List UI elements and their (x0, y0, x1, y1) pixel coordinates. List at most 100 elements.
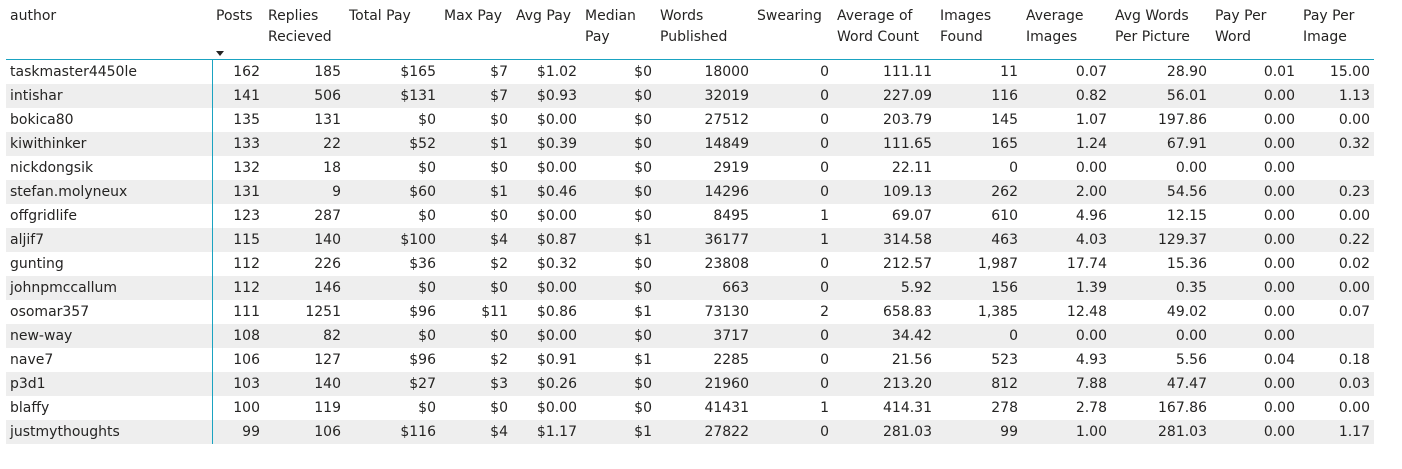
column-header-label: Replies Recieved (268, 8, 332, 45)
cell-max-pay: $4 (440, 420, 512, 444)
cell-replies: 22 (264, 132, 345, 156)
cell-swearing: 0 (753, 180, 833, 204)
cell-replies: 287 (314, 208, 341, 224)
sort-descending-icon[interactable] (216, 51, 224, 56)
column-header-total-pay[interactable]: Total Pay (345, 6, 440, 60)
cell-replies: 506 (264, 84, 345, 108)
cell-median-pay: $0 (581, 276, 656, 300)
table-row[interactable]: justmythoughts 99 106 $116 $4 $1.17 $1 27822 0 28… (6, 420, 1374, 444)
column-header-pay-per-image[interactable]: Pay Per Image (1299, 6, 1374, 60)
cell-words-published: 2285 (713, 352, 749, 368)
cell-avg-words-per-picture: 129.37 (1111, 228, 1211, 252)
table-row[interactable]: taskmaster4450le 162 185 $165 $7 $1.02 $0 18000… (6, 59, 1374, 84)
cell-posts: 135 (233, 112, 260, 128)
table-body: taskmaster4450le 162 185 $165 $7 $1.02 $0 18000… (6, 59, 1374, 444)
cell-pay-per-image: 1.17 (1299, 420, 1374, 444)
column-header-average-images[interactable]: Average Images (1022, 6, 1111, 60)
cell-words-published: 2919 (713, 160, 749, 176)
cell-median-pay: $0 (634, 64, 652, 80)
column-header-words-published[interactable]: Words Published (656, 6, 753, 60)
cell-total-pay: $0 (418, 112, 436, 128)
cell-max-pay: $0 (490, 160, 508, 176)
column-header-label: Average Images (1026, 8, 1084, 45)
cell-total-pay: $0 (345, 276, 440, 300)
cell-max-pay: $7 (440, 84, 512, 108)
cell-median-pay: $0 (634, 256, 652, 272)
cell-avg-word-count: 213.20 (833, 372, 936, 396)
table-row[interactable]: offgridlife 123 287 $0 $0 $0.00 $0 8495 1 69.07 61… (6, 204, 1374, 228)
cell-swearing: 0 (820, 256, 829, 272)
cell-total-pay: $52 (345, 132, 440, 156)
table-row[interactable]: nickdongsik 132 18 $0 $0 $0.00 $0 2919 0 22.11 0 0.… (6, 156, 1374, 180)
cell-max-pay: $0 (440, 324, 512, 348)
cell-images-found: 0 (1009, 160, 1018, 176)
cell-pay-per-image: 0.22 (1299, 228, 1374, 252)
cell-posts: 132 (233, 160, 260, 176)
cell-pay-per-word: 0.00 (1263, 400, 1295, 416)
column-header-label: Words Published (660, 8, 728, 45)
cell-replies: 131 (314, 112, 341, 128)
cell-avg-words-per-picture: 0.00 (1111, 324, 1211, 348)
table-row[interactable]: kiwithinker 133 22 $52 $1 $0.39 $0 14849 0 111.65… (6, 132, 1374, 156)
cell-posts: 112 (212, 276, 264, 300)
cell-avg-word-count: 111.11 (883, 64, 932, 80)
cell-images-found: 812 (936, 372, 1022, 396)
cell-author: nave7 (6, 348, 213, 372)
cell-images-found: 1,385 (977, 304, 1018, 320)
column-header-author[interactable]: author (6, 6, 212, 60)
cell-median-pay: $0 (581, 180, 656, 204)
cell-swearing: 0 (820, 160, 829, 176)
column-header-avg-words-per-picture[interactable]: Avg Words Per Picture (1111, 6, 1211, 60)
cell-avg-words-per-picture: 47.47 (1111, 372, 1211, 396)
cell-avg-words-per-picture: 56.01 (1111, 84, 1211, 108)
cell-avg-images: 4.03 (1022, 228, 1111, 252)
column-header-pay-per-word[interactable]: Pay Per Word (1211, 6, 1299, 60)
cell-max-pay: $0 (490, 208, 508, 224)
cell-avg-images: 2.78 (1075, 400, 1107, 416)
cell-pay-per-image: 0.23 (1299, 180, 1374, 204)
table-row[interactable]: new-way 108 82 $0 $0 $0.00 $0 3717 0 34.42 0 0.00 0.… (6, 324, 1374, 348)
cell-avg-images: 2.00 (1022, 180, 1111, 204)
column-header-images-found[interactable]: Images Found (936, 6, 1022, 60)
cell-author: bokica80 (6, 108, 213, 132)
cell-images-found: 165 (936, 132, 1022, 156)
column-header-swearing[interactable]: Swearing (753, 6, 833, 60)
cell-swearing: 0 (753, 324, 833, 348)
column-header-max-pay[interactable]: Max Pay (440, 6, 512, 60)
cell-avg-images: 1.07 (1075, 112, 1107, 128)
cell-avg-images: 1.39 (1022, 276, 1111, 300)
table-row[interactable]: stefan.molyneux 131 9 $60 $1 $0.46 $0 14296 0 109… (6, 180, 1374, 204)
cell-author: justmythoughts (6, 420, 213, 444)
cell-avg-word-count: 21.56 (891, 352, 932, 368)
table-row[interactable]: bokica80 135 131 $0 $0 $0.00 $0 27512 0 203.79 145… (6, 108, 1374, 132)
cell-avg-pay: $0.86 (536, 304, 577, 320)
column-header-average-of-word-count[interactable]: Average of Word Count (833, 6, 936, 60)
cell-author: kiwithinker (6, 132, 213, 156)
cell-pay-per-word: 0.00 (1211, 180, 1299, 204)
table-row[interactable]: gunting 112 226 $36 $2 $0.32 $0 23808 0 212.57 1,9… (6, 252, 1374, 276)
table-row[interactable]: osomar357 111 1251 $96 $11 $0.86 $1 73130 2 658.8… (6, 300, 1374, 324)
cell-avg-pay: $0.00 (536, 208, 577, 224)
table-row[interactable]: intishar 141 506 $131 $7 $0.93 $0 32019 0 227.09 1… (6, 84, 1374, 108)
table-row[interactable]: p3d1 103 140 $27 $3 $0.26 $0 21960 0 213.20 812 7.8… (6, 372, 1374, 396)
table-row[interactable]: johnpmccallum 112 146 $0 $0 $0.00 $0 663 0 5.92 15… (6, 276, 1374, 300)
cell-words-published: 41431 (704, 400, 749, 416)
column-header-median-pay[interactable]: Median Pay (581, 6, 656, 60)
table-row[interactable]: aljif7 115 140 $100 $4 $0.87 $1 36177 1 314.58 463… (6, 228, 1374, 252)
column-header-avg-pay[interactable]: Avg Pay (512, 6, 581, 60)
cell-avg-word-count: 314.58 (833, 228, 936, 252)
cell-images-found: 262 (936, 180, 1022, 204)
cell-author: aljif7 (6, 228, 213, 252)
column-header-replies-recieved[interactable]: Replies Recieved (264, 6, 345, 60)
table-row[interactable]: blaffy 100 119 $0 $0 $0.00 $0 41431 1 414.31 278 2.… (6, 396, 1374, 420)
table-row[interactable]: nave7 106 127 $96 $2 $0.91 $1 2285 0 21.56 523 4.93… (6, 348, 1374, 372)
cell-avg-pay: $0.93 (512, 84, 581, 108)
cell-total-pay: $116 (345, 420, 440, 444)
cell-words-published: 663 (656, 276, 753, 300)
cell-avg-images: 17.74 (1066, 256, 1107, 272)
cell-avg-word-count: 658.83 (883, 304, 932, 320)
cell-pay-per-word: 0.00 (1211, 276, 1299, 300)
cell-median-pay: $1 (581, 420, 656, 444)
column-header-posts[interactable]: Posts (212, 6, 264, 60)
cell-pay-per-word: 0.00 (1263, 160, 1295, 176)
